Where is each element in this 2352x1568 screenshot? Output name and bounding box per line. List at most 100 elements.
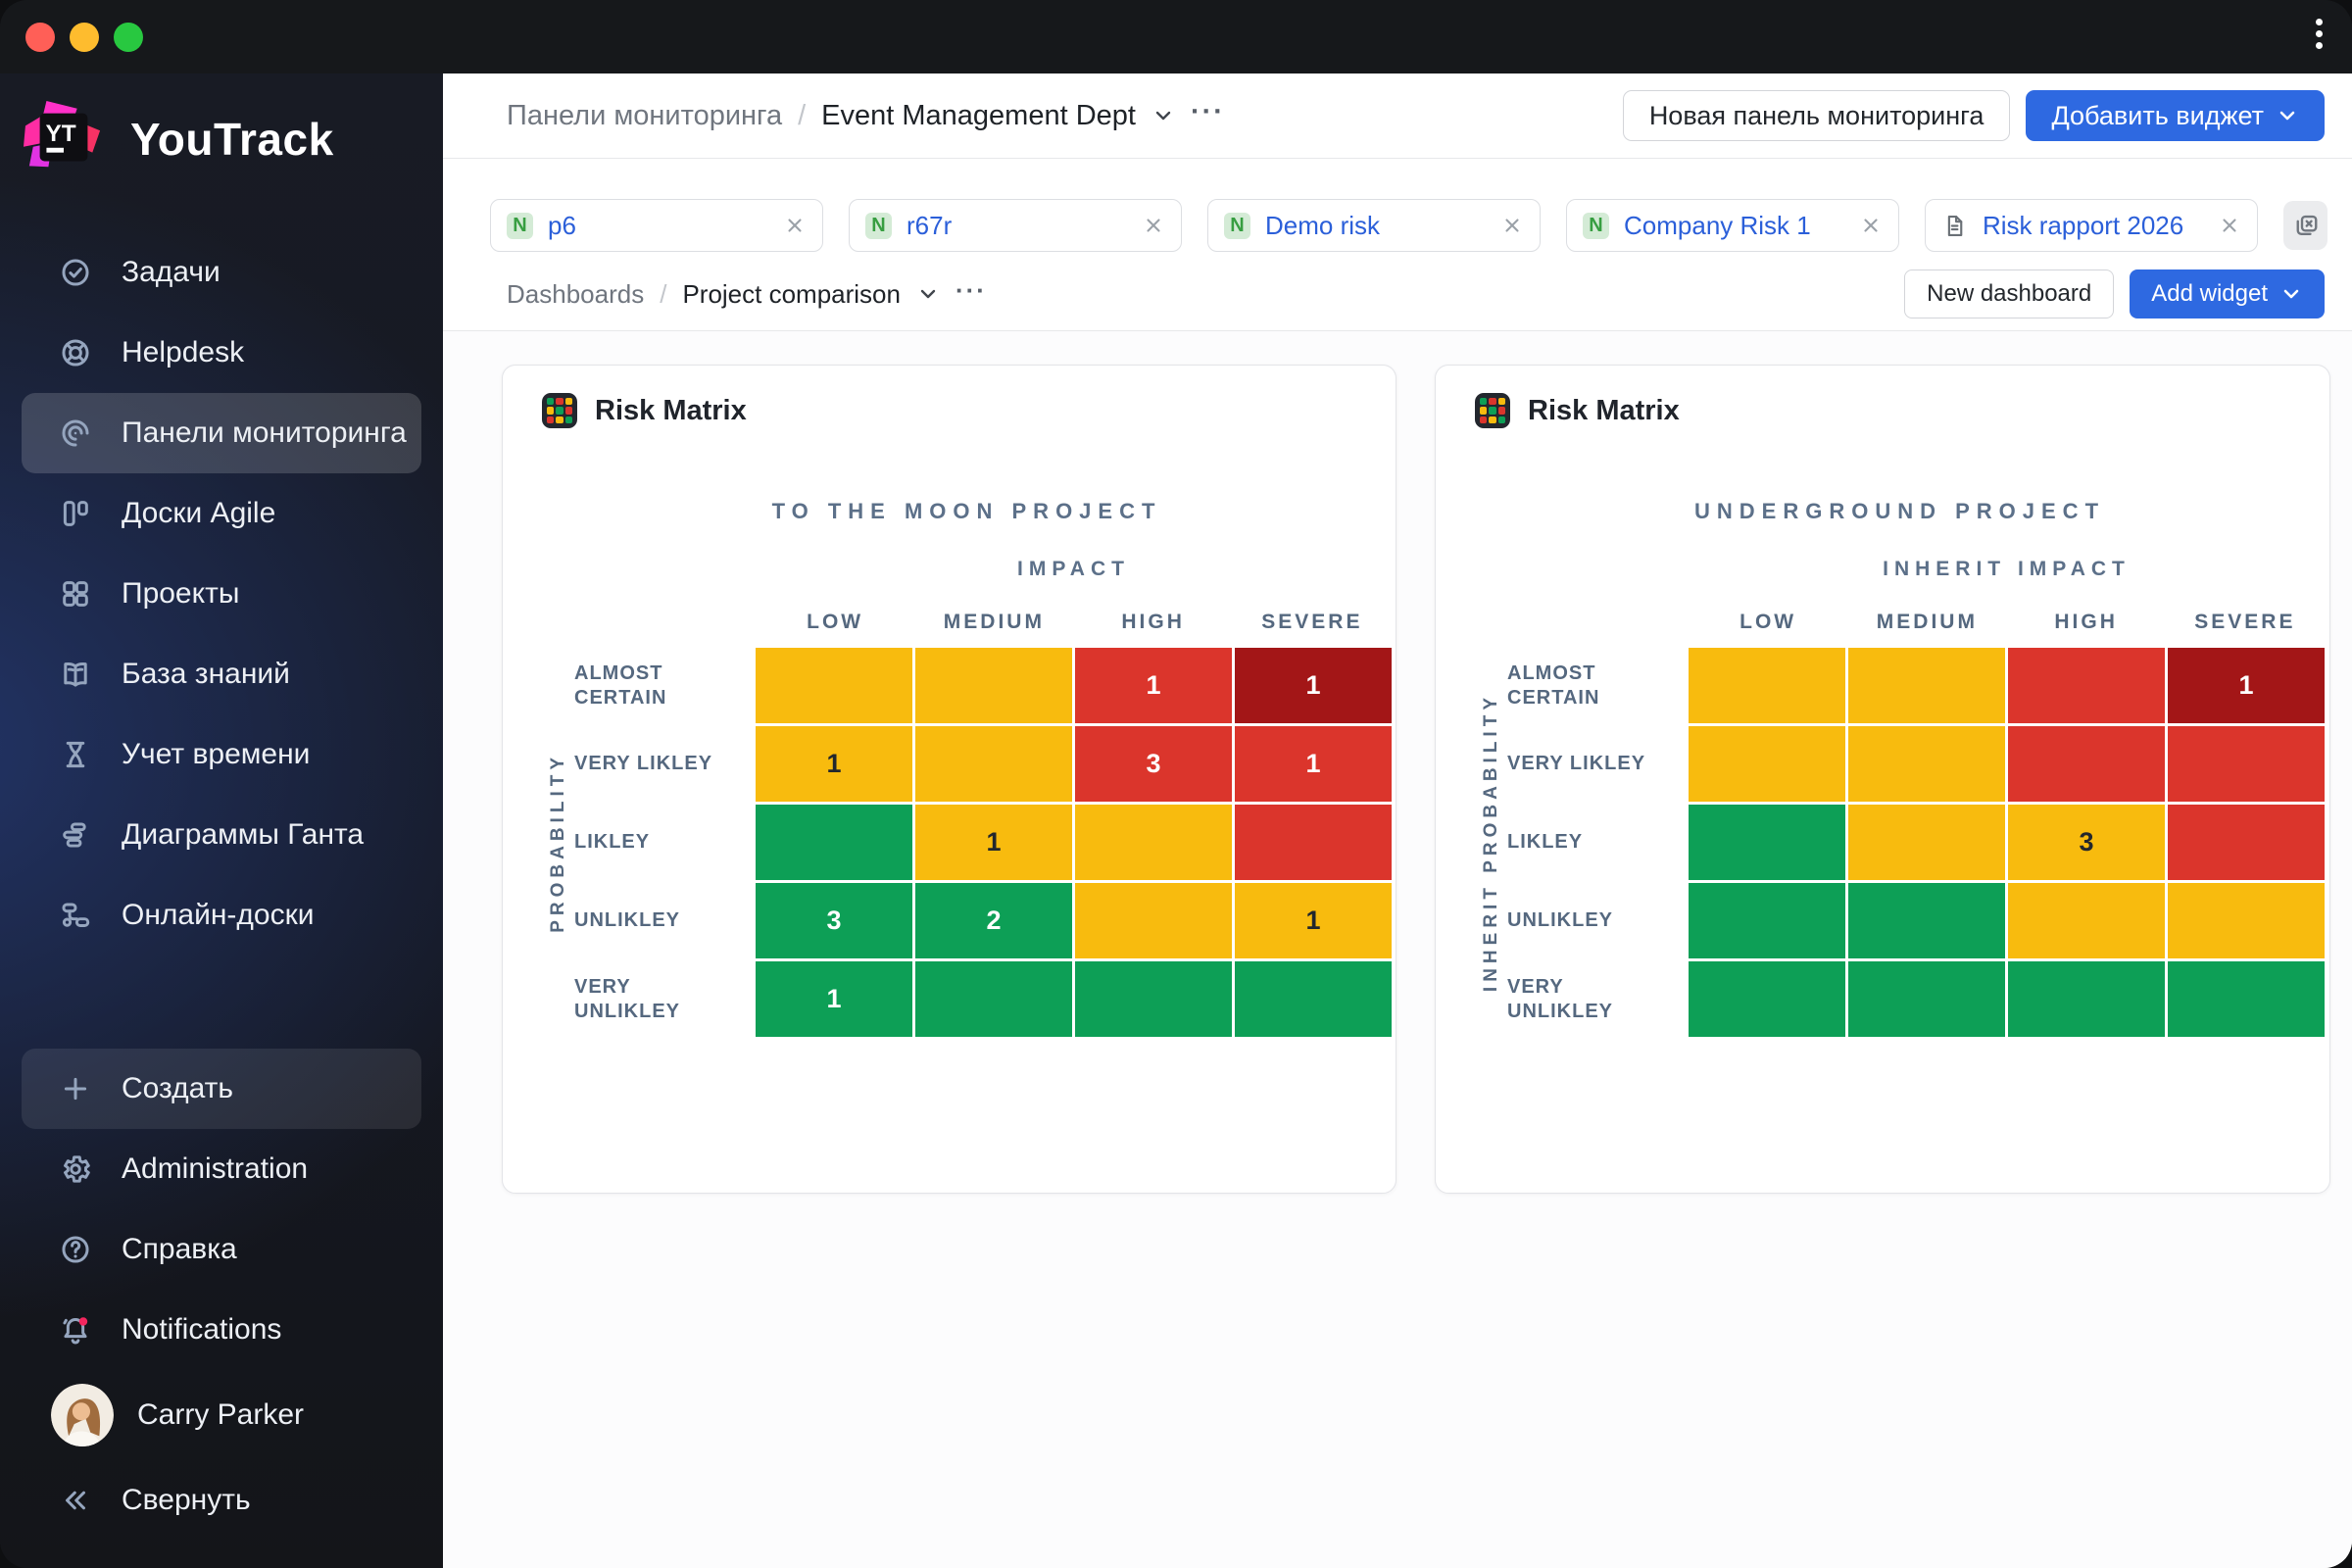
risk-cell[interactable] [2168,961,2325,1037]
risk-cell[interactable] [2168,805,2325,880]
sidebar-item-label: Helpdesk [122,336,245,368]
book-icon [59,658,92,691]
risk-cell[interactable]: 1 [1235,883,1392,958]
subbar-actions: New dashboard Add widget [1904,270,2325,318]
sidebar-item-agile-boards[interactable]: Доски Agile [22,473,421,554]
risk-cell[interactable]: 1 [1235,648,1392,723]
risk-cell[interactable] [1848,883,2005,958]
risk-cell[interactable] [915,961,1072,1037]
more-options-button[interactable]: ··· [955,274,987,305]
risk-cell[interactable] [1689,883,1845,958]
probability-rows: ALMOST CERTAIN VERY LIKLEY LIKLEY UNLIKLEY V… [574,648,756,1037]
risk-cell[interactable]: 1 [915,805,1072,880]
risk-cell[interactable] [1075,805,1232,880]
clear-filters-button[interactable] [2283,201,2328,250]
risk-cell[interactable] [756,648,912,723]
risk-cell[interactable] [1689,648,1845,723]
risk-cell[interactable]: 3 [2008,805,2165,880]
risk-cell[interactable] [1689,726,1845,802]
sidebar-item-notifications[interactable]: Notifications [22,1290,421,1370]
risk-cell[interactable] [1689,961,1845,1037]
risk-cell[interactable]: 1 [1235,726,1392,802]
filter-chip[interactable]: N Demo risk [1207,199,1541,252]
breadcrumb-current[interactable]: Project comparison [682,278,901,309]
risk-cell[interactable] [915,726,1072,802]
risk-cell[interactable] [1848,648,2005,723]
probability-axis-label: PROBABILITY [547,752,568,933]
risk-cell[interactable] [1075,961,1232,1037]
breadcrumb-dashboards-link[interactable]: Dashboards [507,278,645,309]
impact-column-label: HIGH [1121,611,1185,633]
risk-cell[interactable] [2168,726,2325,802]
risk-cell[interactable] [1235,961,1392,1037]
breadcrumb-current[interactable]: Event Management Dept [821,99,1136,131]
risk-cell[interactable]: 1 [756,961,912,1037]
more-options-button[interactable]: ··· [1190,95,1225,127]
new-dashboard-button-ru[interactable]: Новая панель мониторинга [1622,90,2011,141]
risk-cell[interactable] [2008,648,2165,723]
risk-cell[interactable]: 1 [1075,648,1232,723]
sidebar-item-whiteboards[interactable]: Онлайн-доски [22,875,421,956]
sidebar-item-label: Задачи [122,256,220,288]
collapse-icon [59,1484,92,1517]
sidebar-item-administration[interactable]: Administration [22,1129,421,1209]
sidebar-item-label: Свернуть [122,1484,251,1516]
sidebar-item-label: Создать [122,1072,234,1104]
remove-filter-icon[interactable] [1142,214,1165,237]
risk-cell[interactable] [1689,805,1845,880]
maximize-window-button[interactable] [114,23,143,52]
risk-cell[interactable] [2008,883,2165,958]
remove-filter-icon[interactable] [783,214,807,237]
sidebar-item-helpdesk[interactable]: Helpdesk [22,313,421,393]
impact-column-label: LOW [1740,611,1797,633]
remove-filter-icon[interactable] [1500,214,1524,237]
filter-chip[interactable]: N p6 [490,199,823,252]
risk-cell[interactable]: 2 [915,883,1072,958]
risk-cell[interactable] [915,648,1072,723]
youtrack-logo[interactable]: YT YouTrack [24,99,334,179]
remove-filter-icon[interactable] [2218,214,2241,237]
impact-columns: LOW MEDIUM HIGH SEVERE [756,611,1392,634]
risk-cell[interactable]: 1 [2168,648,2325,723]
sidebar-item-gantt-charts[interactable]: Диаграммы Ганта [22,795,421,875]
chevron-down-icon[interactable] [916,282,940,306]
risk-cell[interactable] [2008,726,2165,802]
risk-cell[interactable] [1848,726,2005,802]
sidebar-item-knowledge-base[interactable]: База знаний [22,634,421,714]
project-title: UNDERGROUND PROJECT [1693,499,2106,523]
sidebar-item-dashboards[interactable]: Панели мониторинга [22,393,421,473]
risk-cell[interactable] [2168,883,2325,958]
sidebar-item-help[interactable]: Справка [22,1209,421,1290]
risk-cell[interactable] [2008,961,2165,1037]
add-widget-button-ru[interactable]: Добавить виджет [2026,90,2325,141]
browser-menu-icon[interactable] [2309,19,2328,49]
add-widget-button[interactable]: Add widget [2130,270,2325,318]
sidebar-item-collapse[interactable]: Свернуть [22,1460,421,1541]
sidebar-item-time-tracking[interactable]: Учет времени [22,714,421,795]
minimize-window-button[interactable] [70,23,99,52]
sidebar-item-projects[interactable]: Проекты [22,554,421,634]
sidebar-item-tasks[interactable]: Задачи [22,232,421,313]
filter-chip[interactable]: Risk rapport 2026 [1925,199,2258,252]
widget-header: Risk Matrix [1436,366,2329,428]
sidebar-item-user[interactable]: Carry Parker [22,1370,421,1460]
close-window-button[interactable] [25,23,55,52]
risk-cell[interactable] [756,805,912,880]
breadcrumb-separator: / [660,278,667,309]
sidebar-item-create[interactable]: Создать [22,1049,421,1129]
filter-chip[interactable]: N r67r [849,199,1182,252]
risk-cell[interactable]: 3 [756,883,912,958]
risk-cell[interactable] [1075,883,1232,958]
breadcrumb-dashboards-link[interactable]: Панели мониторинга [507,99,783,131]
risk-cell[interactable] [1848,805,2005,880]
risk-cell[interactable] [1235,805,1392,880]
chevron-down-icon[interactable] [1152,104,1175,127]
remove-filter-icon[interactable] [1859,214,1883,237]
risk-cell[interactable]: 3 [1075,726,1232,802]
filter-chip[interactable]: N Company Risk 1 [1566,199,1899,252]
new-dashboard-button[interactable]: New dashboard [1904,270,2115,318]
risk-cell[interactable]: 1 [756,726,912,802]
filter-label: r67r [906,210,953,240]
risk-cell[interactable] [1848,961,2005,1037]
